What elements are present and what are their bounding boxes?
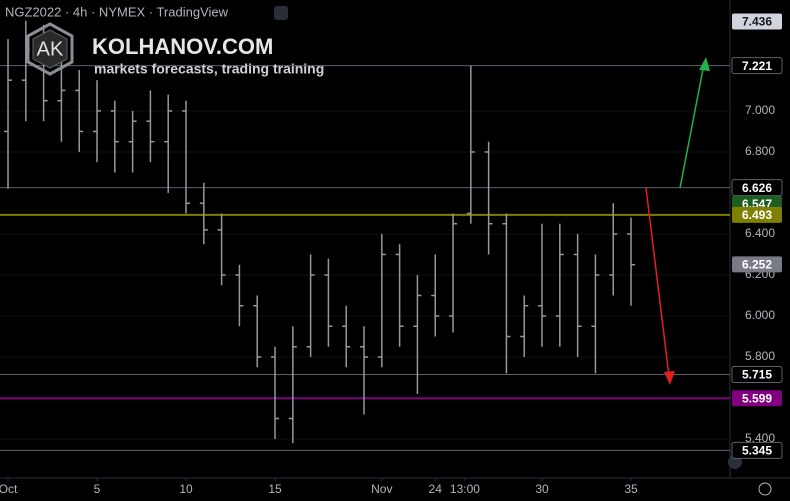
badge-hex — [26, 22, 74, 76]
ohlc-bar — [573, 233, 582, 358]
price-label-box — [731, 365, 783, 383]
ohlc-bar — [609, 203, 618, 296]
ohlc-bar — [555, 223, 564, 347]
ohlc-bar — [627, 217, 636, 306]
y-tick-label: 5.800 — [745, 349, 775, 363]
x-tick-label: 13:00 — [450, 482, 480, 496]
ohlc-bar — [431, 254, 440, 337]
x-tick-label: 15 — [268, 482, 282, 496]
ohlc-bar — [520, 295, 529, 358]
price-label: 5.715 — [742, 368, 772, 382]
x-tick-label: 5 — [94, 482, 101, 496]
badge-text: AK — [37, 38, 64, 60]
x-tick-label: Oct — [0, 482, 18, 496]
ohlc-bar — [182, 100, 191, 214]
ohlc-bar — [324, 258, 333, 347]
ohlc-bar — [253, 295, 262, 368]
collapse-button[interactable] — [274, 6, 288, 20]
ohlc-bar — [502, 213, 511, 374]
price-label: 7.436 — [742, 15, 772, 29]
up-arrow — [679, 63, 705, 189]
ohlc-bar — [271, 346, 280, 440]
brand-name: KOLHANOV.COM — [92, 34, 273, 59]
price-label-box — [732, 13, 782, 30]
x-tick-label: 10 — [179, 482, 193, 496]
y-tick-label: 6.000 — [745, 308, 775, 322]
ohlc-bar — [413, 274, 422, 394]
ohlc-bar — [93, 80, 102, 163]
ohlc-bar — [484, 141, 493, 255]
ohlc-bar — [306, 254, 315, 358]
ohlc-bar — [466, 65, 475, 224]
y-tick-label: 6.400 — [745, 226, 775, 240]
up-arrow-head — [699, 57, 710, 71]
price-label: 6.626 — [742, 181, 772, 195]
ohlc-bar — [377, 233, 386, 368]
x-tick-label: 30 — [535, 482, 549, 496]
ohlc-bar — [235, 264, 244, 327]
y-tick-label: 7.000 — [745, 103, 775, 117]
price-label-box — [732, 206, 782, 223]
price-label: 6.252 — [742, 257, 772, 271]
ohlc-bar — [110, 100, 119, 173]
ohlc-bar — [395, 244, 404, 347]
ohlc-bar — [288, 326, 297, 444]
ohlc-bar — [538, 223, 547, 347]
x-tick-label: 24 — [429, 482, 443, 496]
ohlc-bar — [146, 90, 155, 163]
ohlc-bar — [342, 305, 351, 368]
ohlc-bar — [199, 182, 208, 245]
price-label: 5.599 — [742, 391, 772, 405]
down-arrow — [645, 187, 670, 377]
ohlc-bar — [57, 59, 66, 142]
ohlc-bar — [128, 110, 137, 173]
badge-inner — [32, 29, 68, 69]
forecast-arrows — [645, 57, 710, 385]
price-label-box — [731, 57, 783, 75]
brand-tagline: markets forecasts, trading training — [94, 61, 324, 77]
down-arrow-head — [664, 371, 675, 385]
price-label-box — [732, 256, 782, 273]
ohlc-bar — [164, 94, 173, 193]
ohlc-bar — [217, 213, 226, 286]
ohlc-bar — [4, 39, 13, 189]
price-label-box — [731, 179, 783, 197]
settings-icon[interactable] — [758, 482, 772, 496]
y-tick-label: 5.400 — [745, 431, 775, 445]
price-label: 5.345 — [742, 443, 772, 457]
ohlc-bar — [591, 254, 600, 374]
x-tick-label: 35 — [624, 482, 638, 496]
price-label-box — [732, 390, 782, 407]
price-label-box — [731, 441, 783, 459]
price-label: 7.221 — [742, 59, 772, 73]
plot — [0, 20, 730, 451]
x-tick-label: Nov — [371, 482, 392, 496]
symbol-title: NGZ2022 · 4h · NYMEX · TradingView — [5, 4, 229, 19]
ohlc-bar — [75, 69, 84, 152]
ohlc-bar — [360, 326, 369, 415]
y-tick-label: 6.800 — [745, 144, 775, 158]
watermark: AK KOLHANOV.COM markets forecasts, tradi… — [26, 22, 324, 77]
price-label: 6.493 — [742, 208, 772, 222]
ohlc-bar — [449, 213, 458, 333]
